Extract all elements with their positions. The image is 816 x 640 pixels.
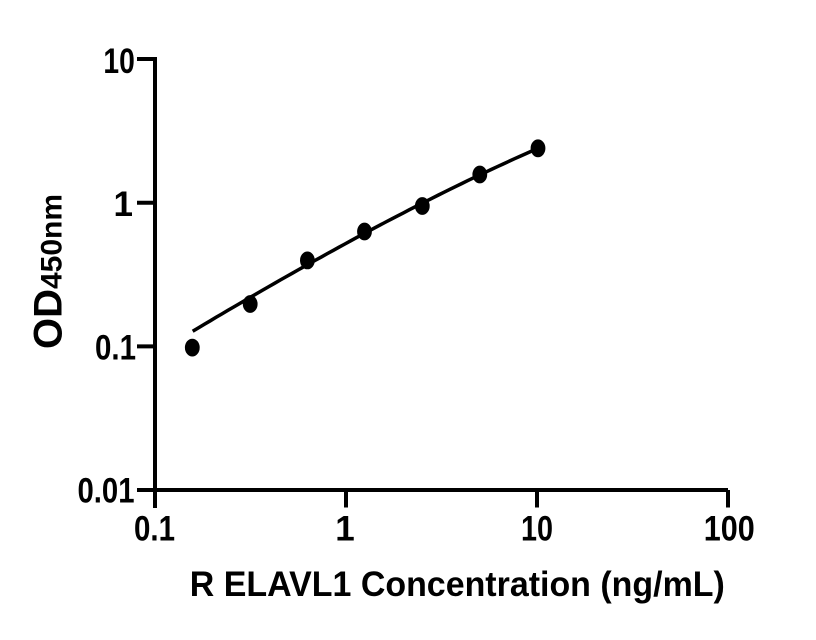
svg-text:100: 100	[704, 509, 755, 548]
svg-text:R ELAVL1 Concentration (ng/mL): R ELAVL1 Concentration (ng/mL)	[190, 564, 725, 604]
svg-text:1: 1	[335, 509, 354, 548]
svg-text:0.1: 0.1	[95, 329, 136, 368]
svg-text:0.01: 0.01	[78, 471, 135, 510]
svg-text:OD450nm: OD450nm	[27, 194, 71, 349]
svg-text:0.1: 0.1	[134, 509, 175, 548]
svg-text:1: 1	[114, 185, 133, 224]
svg-text:10: 10	[521, 509, 553, 548]
svg-text:10: 10	[103, 42, 134, 81]
